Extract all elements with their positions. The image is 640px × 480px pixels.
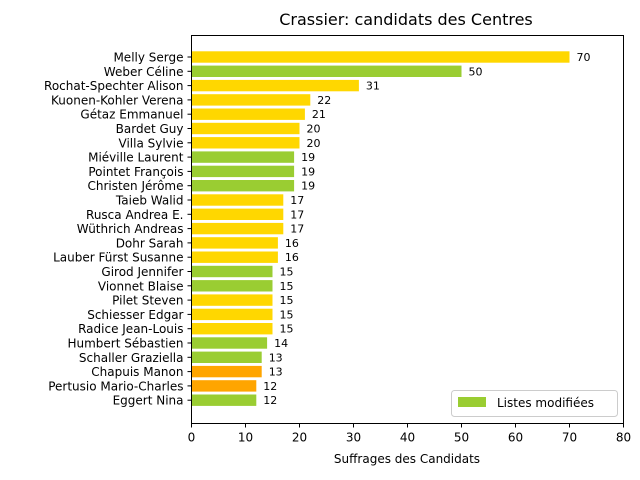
bar xyxy=(191,280,273,292)
bar-value-label: 50 xyxy=(469,65,483,78)
bar xyxy=(191,323,273,335)
bar-value-label: 16 xyxy=(285,237,299,250)
bar-value-label: 13 xyxy=(269,351,283,364)
y-tick-label: Lauber Fürst Susanne xyxy=(53,251,183,265)
bar-value-label: 15 xyxy=(280,294,294,307)
y-tick-label: Villa Sylvie xyxy=(119,136,184,150)
bar-value-label: 14 xyxy=(274,337,288,350)
bar xyxy=(191,308,273,321)
bar xyxy=(191,137,300,149)
legend-swatch xyxy=(458,397,486,407)
bar xyxy=(191,65,462,77)
bar-value-label: 21 xyxy=(312,108,326,121)
bar xyxy=(191,294,273,306)
bar xyxy=(191,208,284,220)
y-tick-label: Miéville Laurent xyxy=(88,151,184,165)
bar xyxy=(191,151,295,163)
y-tick-label: Schaller Graziella xyxy=(79,351,184,365)
x-axis: 0 10 20 30 40 50 60 70 80 xyxy=(188,423,631,445)
bar-value-label: 15 xyxy=(280,308,294,321)
x-tick-label: 0 xyxy=(188,431,196,445)
bar-value-label: 17 xyxy=(290,223,304,236)
bar xyxy=(191,165,295,178)
y-tick-label: Wüthrich Andreas xyxy=(77,222,184,236)
bar-value-label: 13 xyxy=(269,366,283,379)
bar xyxy=(191,180,295,192)
bars-group xyxy=(191,51,570,406)
bar xyxy=(191,380,257,392)
bar xyxy=(191,265,273,278)
bar-value-label: 16 xyxy=(285,251,299,264)
bar xyxy=(191,365,262,378)
x-tick-label: 10 xyxy=(238,431,253,445)
bar-value-label: 17 xyxy=(290,194,304,207)
y-tick-label: Gétaz Emmanuel xyxy=(80,108,183,122)
bar-value-label: 17 xyxy=(290,208,304,221)
y-tick-label: Weber Céline xyxy=(104,65,184,79)
y-tick-label: Humbert Sébastien xyxy=(67,337,183,351)
bar-value-label: 15 xyxy=(280,280,294,293)
bar-value-label: 20 xyxy=(307,123,321,136)
bar-value-label: 70 xyxy=(577,51,591,64)
x-tick-label: 50 xyxy=(454,431,469,445)
y-tick-label: Bardet Guy xyxy=(116,122,184,136)
y-tick-label: Kuonen-Kohler Verena xyxy=(51,93,184,107)
bar-value-label: 19 xyxy=(301,151,315,164)
bar-value-label: 22 xyxy=(317,94,331,107)
bar-value-label: 12 xyxy=(263,394,277,407)
x-tick-label: 40 xyxy=(400,431,415,445)
bar-value-label: 12 xyxy=(263,380,277,393)
bar xyxy=(191,108,305,120)
y-tick-label: Vionnet Blaise xyxy=(98,279,184,293)
plot-frame xyxy=(191,35,624,424)
y-tick-label: Eggert Nina xyxy=(113,394,184,408)
x-tick-label: 60 xyxy=(508,431,523,445)
bar xyxy=(191,122,300,135)
y-tick-label: Pertusio Mario-Charles xyxy=(48,379,183,393)
y-tick-label: Chapuis Manon xyxy=(91,365,183,379)
chart-title: Crassier: candidats des Centres xyxy=(279,10,533,29)
y-tick-label: Radice Jean-Louis xyxy=(78,322,183,336)
value-labels-group: 7050312221202019191917171716161515151515… xyxy=(263,51,590,407)
y-tick-label: Schiesser Edgar xyxy=(87,308,183,322)
y-tick-label: Pointet François xyxy=(88,165,183,179)
bar-value-label: 20 xyxy=(307,137,321,150)
y-tick-label: Pilet Steven xyxy=(112,294,183,308)
bar xyxy=(191,222,284,235)
x-tick-label: 70 xyxy=(562,431,577,445)
bar xyxy=(191,337,268,349)
bar xyxy=(191,194,284,206)
x-tick-label: 30 xyxy=(346,431,361,445)
bar xyxy=(191,351,262,363)
bar xyxy=(191,251,278,263)
bar xyxy=(191,51,570,63)
y-tick-label: Taieb Walid xyxy=(115,194,184,208)
x-tick-label: 80 xyxy=(616,431,631,445)
bar-value-label: 31 xyxy=(366,80,380,93)
legend-box xyxy=(451,390,618,417)
bar xyxy=(191,94,311,106)
bar-value-label: 15 xyxy=(280,323,294,336)
bar xyxy=(191,79,359,92)
bar xyxy=(191,394,257,406)
bar-value-label: 15 xyxy=(280,266,294,279)
legend: Listes modifiées xyxy=(451,390,618,417)
y-tick-label: Rusca Andrea E. xyxy=(86,208,183,222)
y-tick-label: Melly Serge xyxy=(113,51,183,65)
x-axis-label: Suffrages des Candidats xyxy=(334,452,480,466)
y-tick-label: Christen Jérôme xyxy=(87,179,183,193)
legend-label: Listes modifiées xyxy=(497,396,594,410)
y-tick-label: Dohr Sarah xyxy=(116,236,184,250)
y-tick-label: Girod Jennifer xyxy=(101,265,183,279)
bar-value-label: 19 xyxy=(301,180,315,193)
y-tick-label: Rochat-Spechter Alison xyxy=(44,79,183,93)
bar xyxy=(191,237,278,249)
x-tick-label: 20 xyxy=(292,431,307,445)
bar-value-label: 19 xyxy=(301,165,315,178)
